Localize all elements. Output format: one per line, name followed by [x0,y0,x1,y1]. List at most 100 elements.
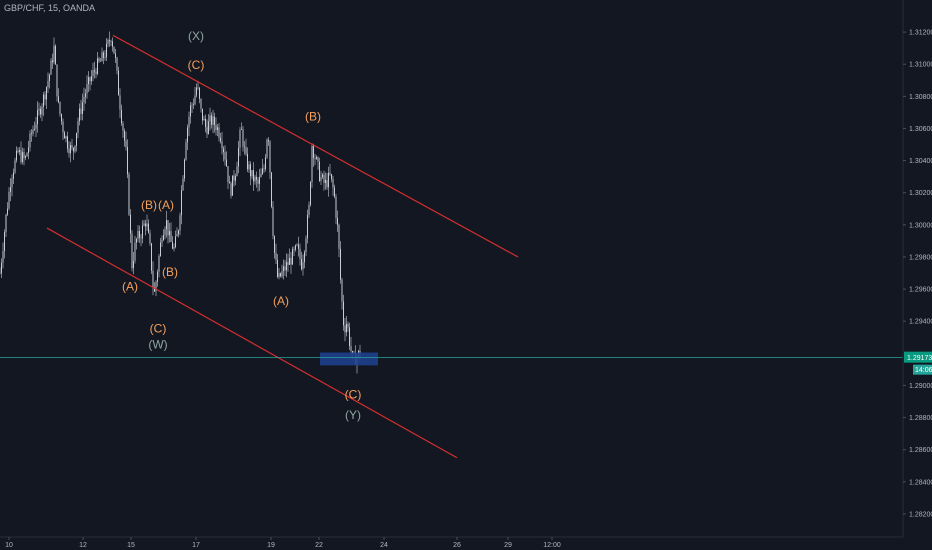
candle-body [65,136,67,139]
wave-label: (C) [345,387,362,401]
candle-body [275,252,277,261]
y-tick-label: 1.30400 [909,158,932,165]
candle-body [104,57,106,58]
candle-body [215,125,217,131]
candle-body [154,287,155,292]
candle-body [211,115,212,125]
candle-body [317,157,319,162]
candle-body [292,249,293,265]
candle-body [209,115,211,122]
candle-body [62,121,64,133]
candle-body [319,161,320,181]
x-axis: 10 12 15 17 19 22 24 26 29 12:00 [0,536,903,549]
candle-body [53,45,55,63]
candle-body [35,124,37,129]
candle-body [296,244,298,246]
candle-body [218,127,220,138]
overlay-layer [0,34,903,459]
y-tick-label: 1.28600 [909,447,932,454]
wave-labels-layer: (X)(C)(B)(B) (A)(B)(A)(A)(C)(W)(C)(Y) [122,29,361,422]
candle-body [113,46,115,54]
candle-body [118,70,119,96]
candle-body [152,270,154,288]
candle-body [284,266,286,271]
candle-body [281,271,283,277]
candle-body [112,41,113,47]
y-tick-label: 1.29600 [909,287,932,294]
candle-body [238,147,239,167]
candle-body [119,95,121,110]
candle-body [22,152,23,163]
candle-body [254,176,256,182]
wave-label: (C) [150,321,167,335]
candle-body [164,229,166,236]
candle-body [226,159,227,167]
candle-body [98,58,100,62]
candle-body [197,87,199,89]
candle-body [337,217,338,225]
candle-body [14,160,16,173]
candle-body [227,166,229,182]
price-badge [904,351,932,363]
candle-body [94,70,95,72]
candle-body [334,187,335,197]
candle-body [148,223,149,233]
candle-body [124,130,125,141]
lower-channel-line [46,227,458,459]
y-axis: 1.31200 1.31000 1.30800 1.30600 1.30400 1.302… [902,0,932,537]
x-tick-label: 10 [5,542,13,549]
y-tick-label: 1.31000 [909,62,932,69]
y-tick-label: 1.28200 [909,511,932,518]
x-tick-label: 24 [380,542,388,549]
candle-body [139,231,140,238]
upper-channel-line [112,34,519,258]
candle-body [170,231,172,242]
candle-body [239,129,241,148]
y-tick-label: 1.29800 [909,254,932,261]
candle-body [338,224,340,249]
candle-body [176,234,178,237]
x-tick-label: 17 [192,542,200,549]
candle-body [125,140,127,147]
candle-body [250,164,251,177]
candle-body [245,147,247,154]
price-badge-text: 1.29173 [907,355,932,362]
candle-body [110,41,112,42]
candle-body [230,183,232,196]
candle-body [179,215,181,231]
candle-body [277,260,278,278]
target-zone [320,352,378,366]
candle-body [182,178,184,191]
candle-body [136,238,137,243]
candle-body [32,129,34,134]
candle-body [41,106,43,115]
candle-body [257,179,259,184]
candle-body [122,123,124,131]
candle-body [311,145,313,183]
candle-body [74,145,76,152]
candle-body [67,136,68,149]
x-tick-label: 12 [79,542,87,549]
candle-body [233,175,235,181]
candle-body [128,174,130,215]
y-tick-label: 1.30600 [909,126,932,133]
candle-body [109,40,110,42]
candle-body [71,145,73,148]
candle-body [272,206,274,237]
candle-body [145,223,146,227]
candle-body [341,279,343,302]
candle-body [248,164,250,170]
candle-body [61,114,62,122]
countdown-text: 14:06 [915,367,932,374]
candle-body [10,187,11,192]
candle-body [188,116,190,128]
candle-body [310,182,311,205]
candle-body [221,141,223,149]
candle-body [82,102,83,114]
candle-body [106,43,107,58]
candle-body [97,58,98,74]
candle-body [232,175,233,196]
candle-body [95,71,97,74]
candle-body [89,77,91,82]
